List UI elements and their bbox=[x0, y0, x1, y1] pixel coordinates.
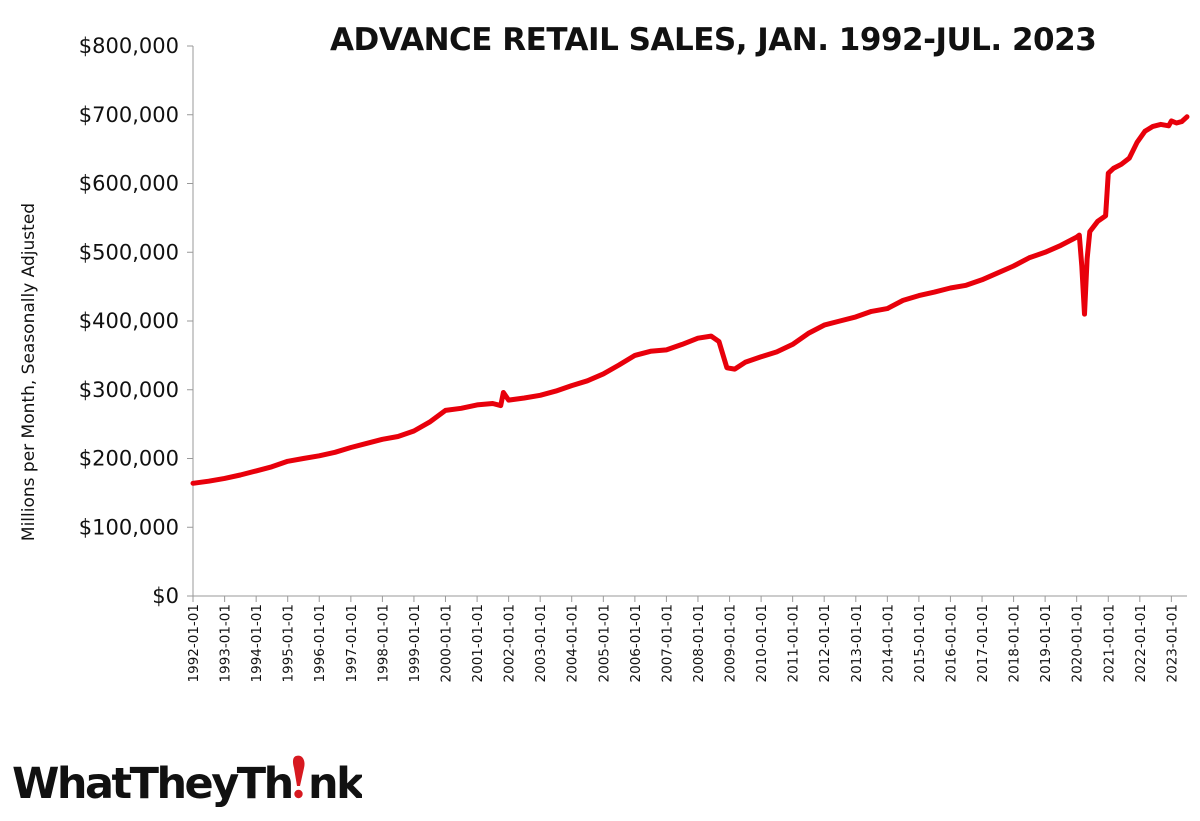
x-tick-label: 2010-01-01 bbox=[754, 604, 770, 682]
x-tick-label: 2008-01-01 bbox=[691, 604, 707, 682]
y-tick-label: $800,000 bbox=[79, 34, 179, 58]
x-tick-label: 2015-01-01 bbox=[912, 604, 928, 682]
svg-text:nk: nk bbox=[308, 759, 362, 809]
x-tick-label: 2009-01-01 bbox=[723, 604, 739, 682]
y-tick-label: $600,000 bbox=[79, 172, 179, 196]
x-tick-label: 1993-01-01 bbox=[218, 604, 234, 682]
x-tick-label: 2013-01-01 bbox=[849, 604, 865, 682]
chart-title: ADVANCE RETAIL SALES, JAN. 1992-JUL. 202… bbox=[330, 22, 1097, 58]
x-tick-label: 2014-01-01 bbox=[880, 604, 896, 682]
x-tick-label: 2012-01-01 bbox=[817, 604, 833, 682]
x-tick-label: 2006-01-01 bbox=[628, 604, 644, 682]
x-tick-label: 2000-01-01 bbox=[438, 604, 454, 682]
x-tick-label: 2007-01-01 bbox=[659, 604, 675, 682]
y-tick-label: $500,000 bbox=[79, 240, 179, 264]
x-tick-label: 1997-01-01 bbox=[344, 604, 360, 682]
x-tick-label: 2018-01-01 bbox=[1007, 604, 1023, 682]
y-tick-label: $200,000 bbox=[79, 447, 179, 471]
x-tick-label: 2011-01-01 bbox=[786, 604, 802, 682]
x-tick-label: 2005-01-01 bbox=[596, 604, 612, 682]
y-tick-label: $0 bbox=[152, 584, 179, 608]
x-tick-label: 2002-01-01 bbox=[502, 604, 518, 682]
x-tick-label: 2019-01-01 bbox=[1038, 604, 1054, 682]
x-axis: 1992-01-01 1993-01-01 1994-01-01 1995-01-01… bbox=[186, 595, 1187, 682]
y-axis: $0 $100,000 $200,000 $300,000 $400,000 $500,0… bbox=[79, 34, 194, 608]
svg-text:WhatTheyTh: WhatTheyTh bbox=[12, 759, 292, 809]
y-axis-label: Millions per Month, Seasonally Adjusted bbox=[19, 203, 39, 541]
y-tick-label: $700,000 bbox=[79, 103, 179, 127]
x-tick-label: 2022-01-01 bbox=[1133, 604, 1149, 682]
x-tick-label: 1996-01-01 bbox=[312, 604, 328, 682]
y-tick-label: $100,000 bbox=[79, 515, 179, 539]
x-tick-label: 2004-01-01 bbox=[565, 604, 581, 682]
x-tick-label: 2001-01-01 bbox=[470, 604, 486, 682]
x-tick-label: 1998-01-01 bbox=[375, 604, 391, 682]
series-line bbox=[190, 114, 1190, 486]
x-tick-label: 1999-01-01 bbox=[407, 604, 423, 682]
x-tick-label: 2021-01-01 bbox=[1101, 604, 1117, 682]
brand-logo: WhatTheyTh nk bbox=[12, 752, 369, 810]
x-tick-label: 2023-01-01 bbox=[1164, 604, 1180, 682]
x-tick-label: 2020-01-01 bbox=[1070, 604, 1086, 682]
y-tick-label: $400,000 bbox=[79, 309, 179, 333]
x-tick-label: 2003-01-01 bbox=[533, 604, 549, 682]
x-tick-label: 1992-01-01 bbox=[186, 604, 202, 682]
x-tick-label: 2016-01-01 bbox=[943, 604, 959, 682]
y-tick-label: $300,000 bbox=[79, 378, 179, 402]
x-tick-label: 1995-01-01 bbox=[281, 604, 297, 682]
x-tick-label: 2017-01-01 bbox=[975, 604, 991, 682]
series-layer bbox=[190, 114, 1190, 486]
x-tick-label: 1994-01-01 bbox=[249, 604, 265, 682]
